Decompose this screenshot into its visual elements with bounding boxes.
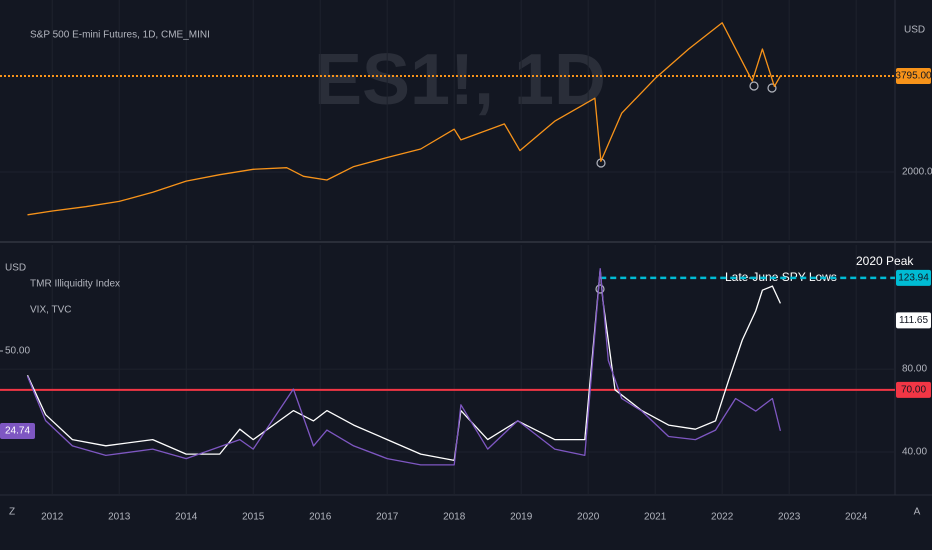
reference-label: 3795.00 <box>895 71 932 82</box>
zoom-icon[interactable]: Z <box>9 507 15 518</box>
x-tick-label: 2012 <box>41 512 64 523</box>
auto-icon[interactable]: A <box>914 507 921 518</box>
series-line <box>26 268 781 462</box>
x-tick-label: 2020 <box>577 512 600 523</box>
x-tick-label: 2024 <box>845 512 868 523</box>
reference-label-bg <box>896 67 931 84</box>
last-value-label: 111.65 <box>899 315 929 326</box>
last-value-label-bg <box>0 422 35 439</box>
x-tick-label: 2019 <box>510 512 533 523</box>
legend-entry: TMR Illiquidity Index <box>30 279 120 290</box>
series-line <box>26 268 782 466</box>
x-tick-label: 2013 <box>108 512 131 523</box>
last-value-label-bg <box>896 312 931 329</box>
x-tick-label: 2018 <box>443 512 466 523</box>
x-tick-label: 2022 <box>711 512 734 523</box>
series-line <box>27 22 781 216</box>
x-tick-label: 2023 <box>778 512 801 523</box>
x-tick-label: 2021 <box>644 512 667 523</box>
y-tick-label: 40.00 <box>902 447 927 458</box>
x-tick-label: 2016 <box>309 512 332 523</box>
y-tick-label: 2000.00 <box>902 167 932 178</box>
last-value-label: 24.74 <box>5 426 30 437</box>
y2-tick-label: 50.00 <box>5 346 30 357</box>
grid <box>0 0 895 495</box>
peak-marker <box>595 284 605 294</box>
low-marker <box>767 83 777 93</box>
reference-label-bg <box>896 269 931 286</box>
reference-label: 70.00 <box>901 384 926 395</box>
reference-label-bg <box>896 381 931 398</box>
x-tick-label: 2014 <box>175 512 198 523</box>
y-tick-label: 80.00 <box>902 364 927 375</box>
low-marker <box>749 81 759 91</box>
x-tick-label: 2017 <box>376 512 399 523</box>
axis-unit: USD <box>904 25 925 36</box>
legend-entry: VIX, TVC <box>30 305 72 316</box>
x-tick-label: 2015 <box>242 512 265 523</box>
markers <box>595 81 777 294</box>
axis-unit: USD <box>5 263 26 274</box>
watermark: ES1!, 1D <box>314 40 606 120</box>
chart-title: S&P 500 E-mini Futures, 1D, CME_MINI <box>30 30 210 41</box>
annotation: 2020 Peak <box>856 254 914 268</box>
reference-label: 123.94 <box>898 273 929 284</box>
